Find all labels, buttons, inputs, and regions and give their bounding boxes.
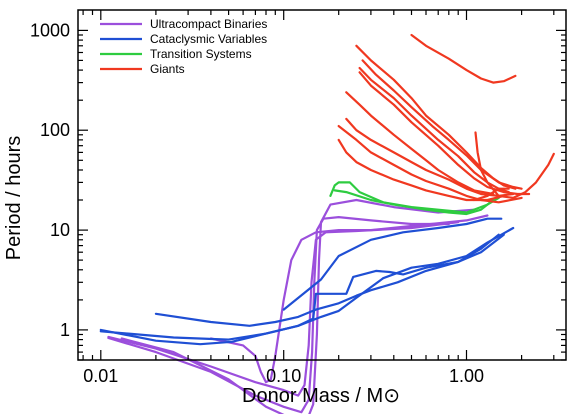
series-layer	[99, 33, 555, 414]
series-4-track-11	[473, 187, 510, 202]
tick-layer: 0.01 0.10 1.00 1 10 100 1000	[30, 10, 566, 386]
x-tick-label: 0.01	[83, 366, 118, 386]
series-4-track-4	[358, 66, 510, 194]
plot-frame	[77, 9, 567, 361]
legend-entry-1: Ultracompact Binaries	[100, 17, 267, 31]
legend-label: Ultracompact Binaries	[150, 17, 267, 31]
series-4-track-7	[345, 117, 515, 197]
legend-entry-2: Cataclysmic Variables	[100, 32, 267, 46]
y-tick-label: 10	[50, 220, 70, 240]
legend-label: Transition Systems	[150, 47, 252, 61]
legend-entry-3: Transition Systems	[100, 47, 252, 61]
series-2-track-1	[99, 226, 515, 346]
series-4	[337, 33, 555, 204]
legend-label: Giants	[150, 62, 185, 76]
x-tick-label: 0.10	[266, 366, 301, 386]
legend-entry-4: Giants	[100, 62, 185, 76]
series-1-track-1	[107, 216, 450, 414]
series-2-track-4	[282, 217, 503, 311]
series-3-track-2	[333, 189, 495, 216]
series-1	[107, 198, 489, 414]
x-tick-label: 1.00	[449, 366, 484, 386]
series-3	[329, 181, 500, 216]
series-1-track-3	[120, 198, 476, 414]
legend-label: Cataclysmic Variables	[150, 32, 267, 46]
y-tick-label: 100	[40, 120, 70, 140]
series-4-track-10	[474, 131, 555, 199]
series-4-track-5	[358, 71, 531, 196]
x-axis-title: Donor Mass / M⊙	[242, 385, 400, 407]
y-tick-label: 1000	[30, 20, 70, 40]
series-2	[99, 217, 515, 346]
y-tick-label: 1	[60, 320, 70, 340]
series-4-track-6	[345, 91, 495, 196]
series-4-track-3	[361, 59, 523, 190]
y-axis-title: Period / hours	[3, 136, 25, 261]
series-2-track-3	[99, 233, 505, 341]
series-1-track-2	[107, 221, 460, 397]
series-4-track-1	[410, 33, 517, 84]
series-1-track-4	[209, 214, 489, 384]
